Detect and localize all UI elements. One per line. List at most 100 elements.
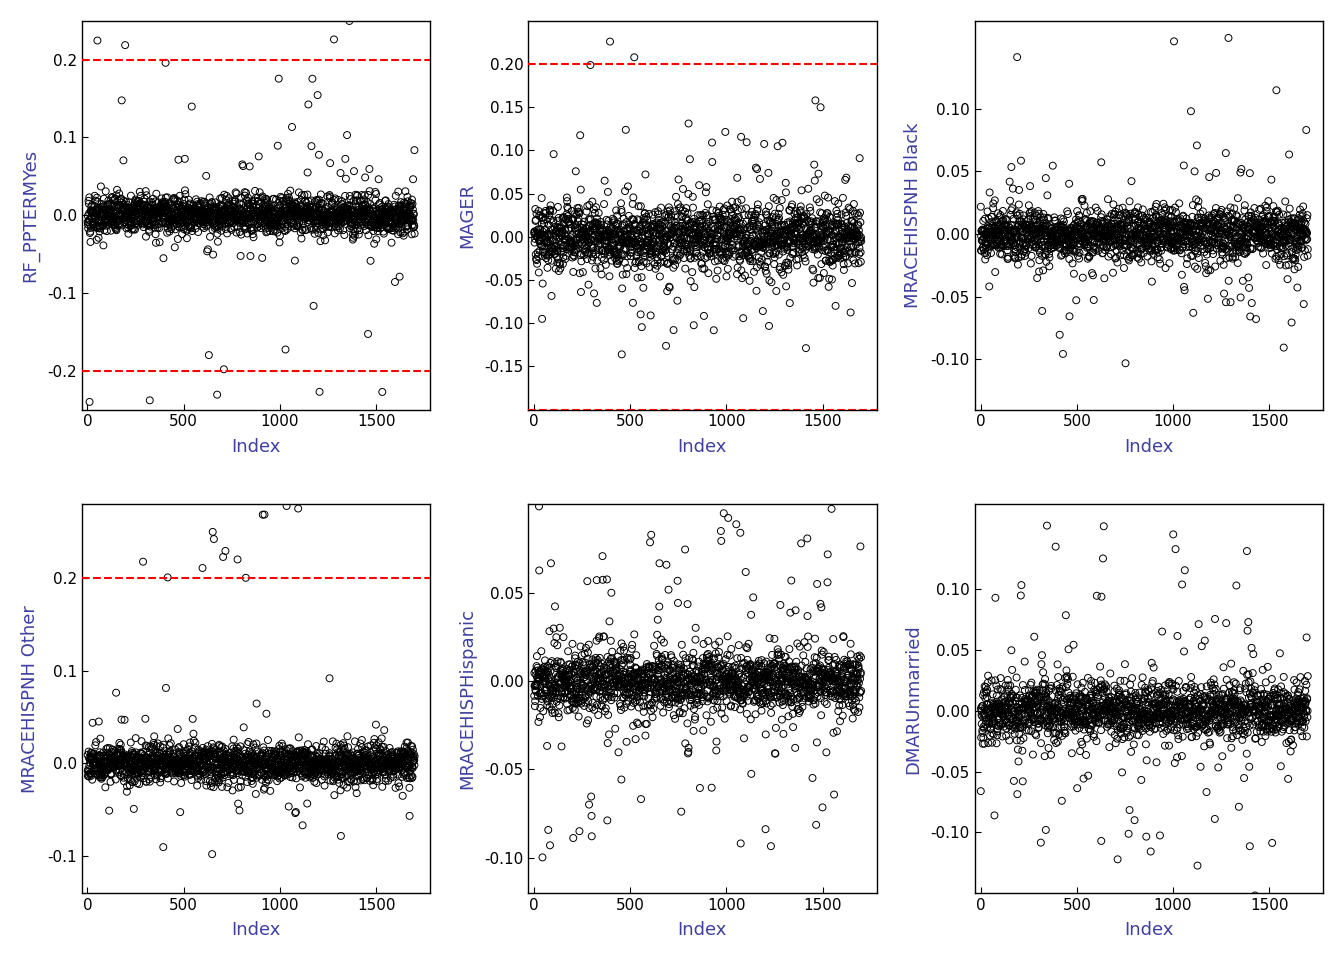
Point [1202, 693, 1223, 708]
Point [1058, 701, 1079, 716]
Point [1168, 673, 1189, 688]
Point [160, 735, 181, 751]
Point [1091, 216, 1113, 231]
Point [1056, 707, 1078, 722]
Point [402, 769, 423, 784]
Point [562, 211, 583, 227]
Point [1050, 684, 1071, 699]
Point [136, 754, 157, 769]
Point [577, 651, 598, 666]
Point [191, 204, 212, 219]
Point [349, 736, 371, 752]
Point [138, 194, 160, 209]
Point [692, 693, 714, 708]
Point [757, 664, 778, 680]
Point [340, 772, 362, 787]
Point [1219, 229, 1241, 245]
Point [1204, 215, 1226, 230]
Point [716, 239, 738, 254]
Point [738, 220, 759, 235]
Point [1224, 715, 1246, 731]
Point [1062, 691, 1083, 707]
Point [1150, 243, 1172, 258]
Point [844, 255, 866, 271]
Point [1247, 217, 1269, 232]
Point [800, 213, 821, 228]
Point [1189, 224, 1211, 239]
Point [575, 229, 597, 245]
Point [1073, 712, 1094, 728]
Point [351, 739, 372, 755]
Point [215, 221, 237, 236]
Point [1220, 232, 1242, 248]
Point [726, 216, 747, 231]
Point [1060, 703, 1082, 718]
Point [1232, 217, 1254, 232]
Point [689, 218, 711, 233]
Point [1130, 241, 1152, 256]
Point [1206, 694, 1227, 709]
Point [614, 242, 636, 257]
Point [680, 678, 702, 693]
Point [985, 697, 1007, 712]
Point [1235, 704, 1257, 719]
Point [720, 204, 742, 220]
Point [1145, 699, 1167, 714]
Point [1027, 232, 1048, 248]
Point [1046, 704, 1067, 719]
Point [1068, 688, 1090, 704]
Point [1257, 217, 1278, 232]
Point [190, 758, 211, 774]
Point [345, 214, 367, 229]
Point [1067, 697, 1089, 712]
Point [677, 223, 699, 238]
Point [85, 202, 106, 217]
Point [1015, 708, 1036, 724]
Point [1161, 681, 1183, 696]
Point [273, 205, 294, 221]
Point [398, 213, 419, 228]
Point [849, 684, 871, 700]
Point [269, 207, 290, 223]
Point [1016, 228, 1038, 244]
Point [767, 138, 789, 154]
Point [198, 747, 219, 762]
Point [820, 210, 841, 226]
Point [1019, 205, 1040, 221]
Point [973, 706, 995, 721]
Point [769, 259, 790, 275]
Point [763, 684, 785, 700]
Point [101, 752, 122, 767]
Point [530, 207, 551, 223]
Point [681, 687, 703, 703]
Point [1269, 696, 1290, 711]
Point [775, 649, 797, 664]
Point [110, 745, 132, 760]
Point [336, 198, 358, 213]
Point [780, 234, 801, 250]
Point [724, 219, 746, 234]
Point [767, 237, 789, 252]
Point [81, 749, 102, 764]
Point [699, 660, 720, 675]
Point [195, 215, 216, 230]
Point [306, 763, 328, 779]
Point [609, 661, 630, 677]
Point [566, 684, 587, 699]
Point [708, 634, 730, 649]
Point [383, 204, 405, 220]
Point [632, 661, 653, 677]
Point [1094, 690, 1116, 706]
Point [663, 708, 684, 723]
Point [648, 216, 669, 231]
Point [282, 756, 304, 772]
Point [1214, 286, 1235, 301]
Point [97, 202, 118, 217]
Point [716, 693, 738, 708]
Point [726, 672, 747, 687]
Point [1232, 220, 1254, 235]
Point [1107, 207, 1129, 223]
Point [1114, 233, 1136, 249]
Point [399, 208, 421, 224]
Point [773, 726, 794, 741]
